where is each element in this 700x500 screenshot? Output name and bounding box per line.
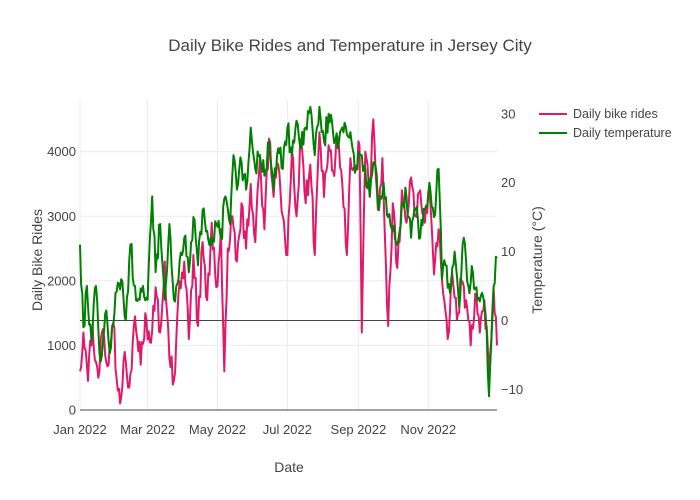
chart-title: Daily Bike Rides and Temperature in Jers… (168, 36, 532, 55)
x-axis-title: Date (274, 459, 304, 475)
x-tick-label: Jan 2022 (53, 422, 107, 437)
legend-label-bike-rides: Daily bike rides (573, 107, 658, 121)
x-tick-label: Mar 2022 (120, 422, 175, 437)
x-tick-label: May 2022 (189, 422, 246, 437)
y-left-tick-label: 3000 (47, 209, 76, 224)
series-line-bike-rides (79, 118, 498, 405)
y-left-tick-label: 4000 (47, 144, 76, 159)
legend-item-temperature[interactable]: Daily temperature (539, 126, 672, 140)
x-tick-label: Jul 2022 (263, 422, 312, 437)
y-axis-left-title: Daily Bike Rides (29, 209, 45, 311)
legend[interactable]: Daily bike rides Daily temperature (539, 107, 672, 140)
y-left-tick-label: 0 (69, 403, 76, 418)
legend-label-temperature: Daily temperature (573, 126, 672, 140)
series-lines (79, 105, 498, 405)
x-tick-label: Nov 2022 (400, 422, 456, 437)
y-right-tick-label: 10 (501, 244, 515, 259)
y-left-tick-label: 2000 (47, 273, 76, 288)
y-right-tick-label: 0 (501, 313, 508, 328)
legend-item-bike-rides[interactable]: Daily bike rides (539, 107, 658, 121)
series-line-temperature (79, 105, 498, 398)
y-axis-right-title: Temperature (°C) (529, 206, 545, 314)
y-right-tick-label: 20 (501, 175, 515, 190)
y-left-tick-label: 1000 (47, 338, 76, 353)
y-right-tick-label: −10 (501, 382, 523, 397)
y-right-tick-label: 30 (501, 106, 515, 121)
x-tick-label: Sep 2022 (331, 422, 387, 437)
tick-labels: Jan 2022 Mar 2022 May 2022 Jul 2022 Sep 2022… (47, 106, 523, 437)
